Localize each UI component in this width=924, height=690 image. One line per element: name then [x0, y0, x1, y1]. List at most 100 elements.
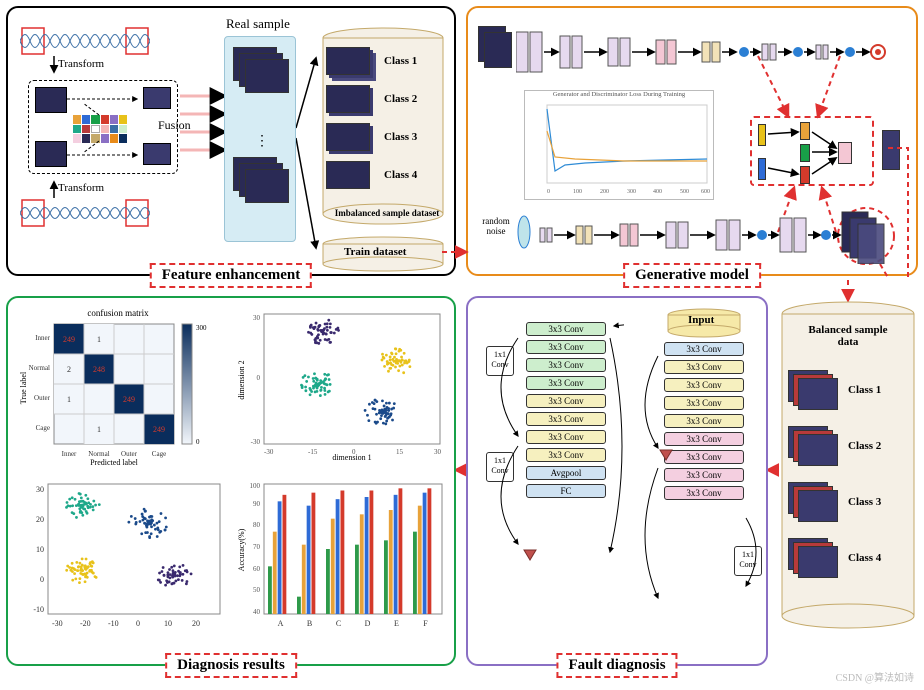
- accuracy-bar-chart: Accuracy(%) 405060 708090100 ABCDEF: [234, 478, 448, 638]
- panel-data-augmentation: Balanced sample data Class 1Class 2Class…: [778, 300, 918, 660]
- svg-text:20: 20: [192, 619, 200, 628]
- left-1x1-b: 1x1 Conv: [486, 452, 514, 482]
- svg-text:300: 300: [627, 189, 636, 195]
- watermark: CSDN @算法如诗: [836, 669, 914, 684]
- left-1x1-a: 1x1 Conv: [486, 346, 514, 376]
- panel-generative-model: Generator and Discriminator Loss During …: [466, 6, 918, 276]
- svg-text:E: E: [394, 619, 399, 628]
- cyl-contents: Class 1 Class 2 Class 3 Class 4: [326, 42, 442, 208]
- panel-fault-diagnosis: Input 3x3 Conv3x3 Conv3x3 Conv3x3 Conv3x…: [466, 296, 768, 666]
- svg-text:30: 30: [253, 314, 261, 322]
- transform-top-label: Transform: [58, 58, 104, 70]
- svg-text:249: 249: [153, 425, 165, 434]
- random-noise-label: random noise: [474, 216, 518, 236]
- loss-chart-title: Generator and Discriminator Loss During …: [525, 91, 713, 98]
- svg-text:Inner: Inner: [35, 334, 50, 342]
- feature-enhancement-title: Feature enhancement: [150, 263, 312, 288]
- gm-input-tiles: [478, 26, 514, 70]
- svg-text:100: 100: [573, 189, 582, 195]
- svg-text:D: D: [365, 619, 371, 628]
- loss-chart: Generator and Discriminator Loss During …: [524, 90, 714, 200]
- gm-top-flow: [516, 26, 912, 82]
- svg-text:Outer: Outer: [121, 450, 138, 458]
- generative-model-title: Generative model: [623, 263, 761, 288]
- svg-text:600: 600: [701, 189, 710, 195]
- svg-text:Outer: Outer: [34, 394, 51, 402]
- signal-bottom: [20, 198, 150, 228]
- aug-class-list: Class 1Class 2Class 3Class 4: [788, 362, 912, 586]
- svg-text:1: 1: [67, 395, 71, 404]
- tsne-bottom: -30-20-1001020 3020100-10: [18, 478, 228, 638]
- svg-text:100: 100: [250, 482, 261, 490]
- class1-label: Class 1: [384, 55, 417, 67]
- svg-text:1: 1: [97, 335, 101, 344]
- svg-text:True label: True label: [19, 371, 28, 404]
- svg-text:300: 300: [196, 324, 207, 332]
- svg-text:70: 70: [253, 543, 261, 551]
- cm-title: confusion matrix: [18, 308, 218, 318]
- svg-text:90: 90: [253, 500, 261, 508]
- svg-text:-20: -20: [80, 619, 91, 628]
- svg-text:Accuracy(%): Accuracy(%): [237, 528, 246, 571]
- class3-label: Class 3: [384, 131, 417, 143]
- balanced-label: Balanced sample data: [778, 324, 918, 348]
- svg-text:30: 30: [36, 485, 44, 494]
- arrow-tf-bot: [48, 178, 60, 198]
- class4-label: Class 4: [384, 169, 417, 181]
- svg-text:249: 249: [123, 395, 135, 404]
- svg-text:-10: -10: [33, 605, 44, 614]
- svg-text:-30: -30: [264, 448, 274, 456]
- fusion-arrows: [180, 86, 230, 170]
- svg-text:A: A: [278, 619, 284, 628]
- train-dataset-label: Train dataset: [344, 246, 406, 258]
- svg-text:80: 80: [253, 521, 261, 529]
- svg-text:F: F: [423, 619, 428, 628]
- gm-fusion-block: [750, 116, 874, 186]
- svg-text:400: 400: [653, 189, 662, 195]
- imbalanced-label: Imbalanced sample dataset: [324, 208, 450, 218]
- svg-text:Predicted label: Predicted label: [90, 458, 139, 466]
- left-conv-stack: 3x3 Conv3x3 Conv3x3 Conv3x3 Conv3x3 Conv…: [526, 322, 606, 502]
- svg-text:30: 30: [434, 448, 442, 456]
- svg-text:10: 10: [164, 619, 172, 628]
- svg-text:248: 248: [93, 365, 105, 374]
- svg-text:0: 0: [547, 189, 550, 195]
- svg-text:500: 500: [680, 189, 689, 195]
- svg-text:200: 200: [600, 189, 609, 195]
- diagnosis-results-title: Diagnosis results: [165, 653, 297, 678]
- svg-text:-30: -30: [251, 438, 261, 446]
- right-conv-stack: 3x3 Conv3x3 Conv3x3 Conv3x3 Conv3x3 Conv…: [664, 342, 744, 504]
- svg-text:50: 50: [253, 586, 261, 594]
- input-label: Input: [688, 314, 714, 326]
- svg-text:0: 0: [136, 619, 140, 628]
- noise-icon: [516, 214, 532, 250]
- arrow-stack-to-cyl: [296, 38, 322, 258]
- svg-text:-15: -15: [308, 448, 318, 456]
- confusion-matrix: confusion matrix 249 1 248 2 249 1 249 1…: [18, 308, 218, 468]
- svg-text:0: 0: [40, 575, 44, 584]
- panel-diagnosis-results: confusion matrix 249 1 248 2 249 1 249 1…: [6, 296, 456, 666]
- svg-text:-10: -10: [108, 619, 119, 628]
- svg-text:B: B: [307, 619, 312, 628]
- arrow-tf-top: [48, 56, 60, 76]
- svg-text:dimension 2: dimension 2: [237, 360, 246, 399]
- sample-stack: ⋮: [224, 36, 296, 242]
- right-1x1: 1x1 Conv: [734, 546, 762, 576]
- svg-text:Normal: Normal: [29, 364, 50, 372]
- gm-bottom-flow: [534, 208, 904, 264]
- tsne-top: dimension 1 dimension 2 -30-1501530 300-…: [234, 308, 448, 468]
- signal-top: [20, 26, 150, 56]
- svg-text:20: 20: [36, 515, 44, 524]
- transform-bottom-label: Transform: [58, 182, 104, 194]
- svg-text:15: 15: [396, 448, 404, 456]
- svg-text:-30: -30: [52, 619, 63, 628]
- svg-text:C: C: [336, 619, 341, 628]
- fusion-box: [28, 80, 178, 174]
- svg-text:0: 0: [196, 438, 200, 446]
- svg-text:Cage: Cage: [152, 450, 166, 458]
- fault-diagnosis-title: Fault diagnosis: [556, 653, 677, 678]
- color-grid: [73, 115, 127, 143]
- svg-text:Inner: Inner: [62, 450, 77, 458]
- svg-text:2: 2: [67, 365, 71, 374]
- svg-text:Cage: Cage: [36, 424, 50, 432]
